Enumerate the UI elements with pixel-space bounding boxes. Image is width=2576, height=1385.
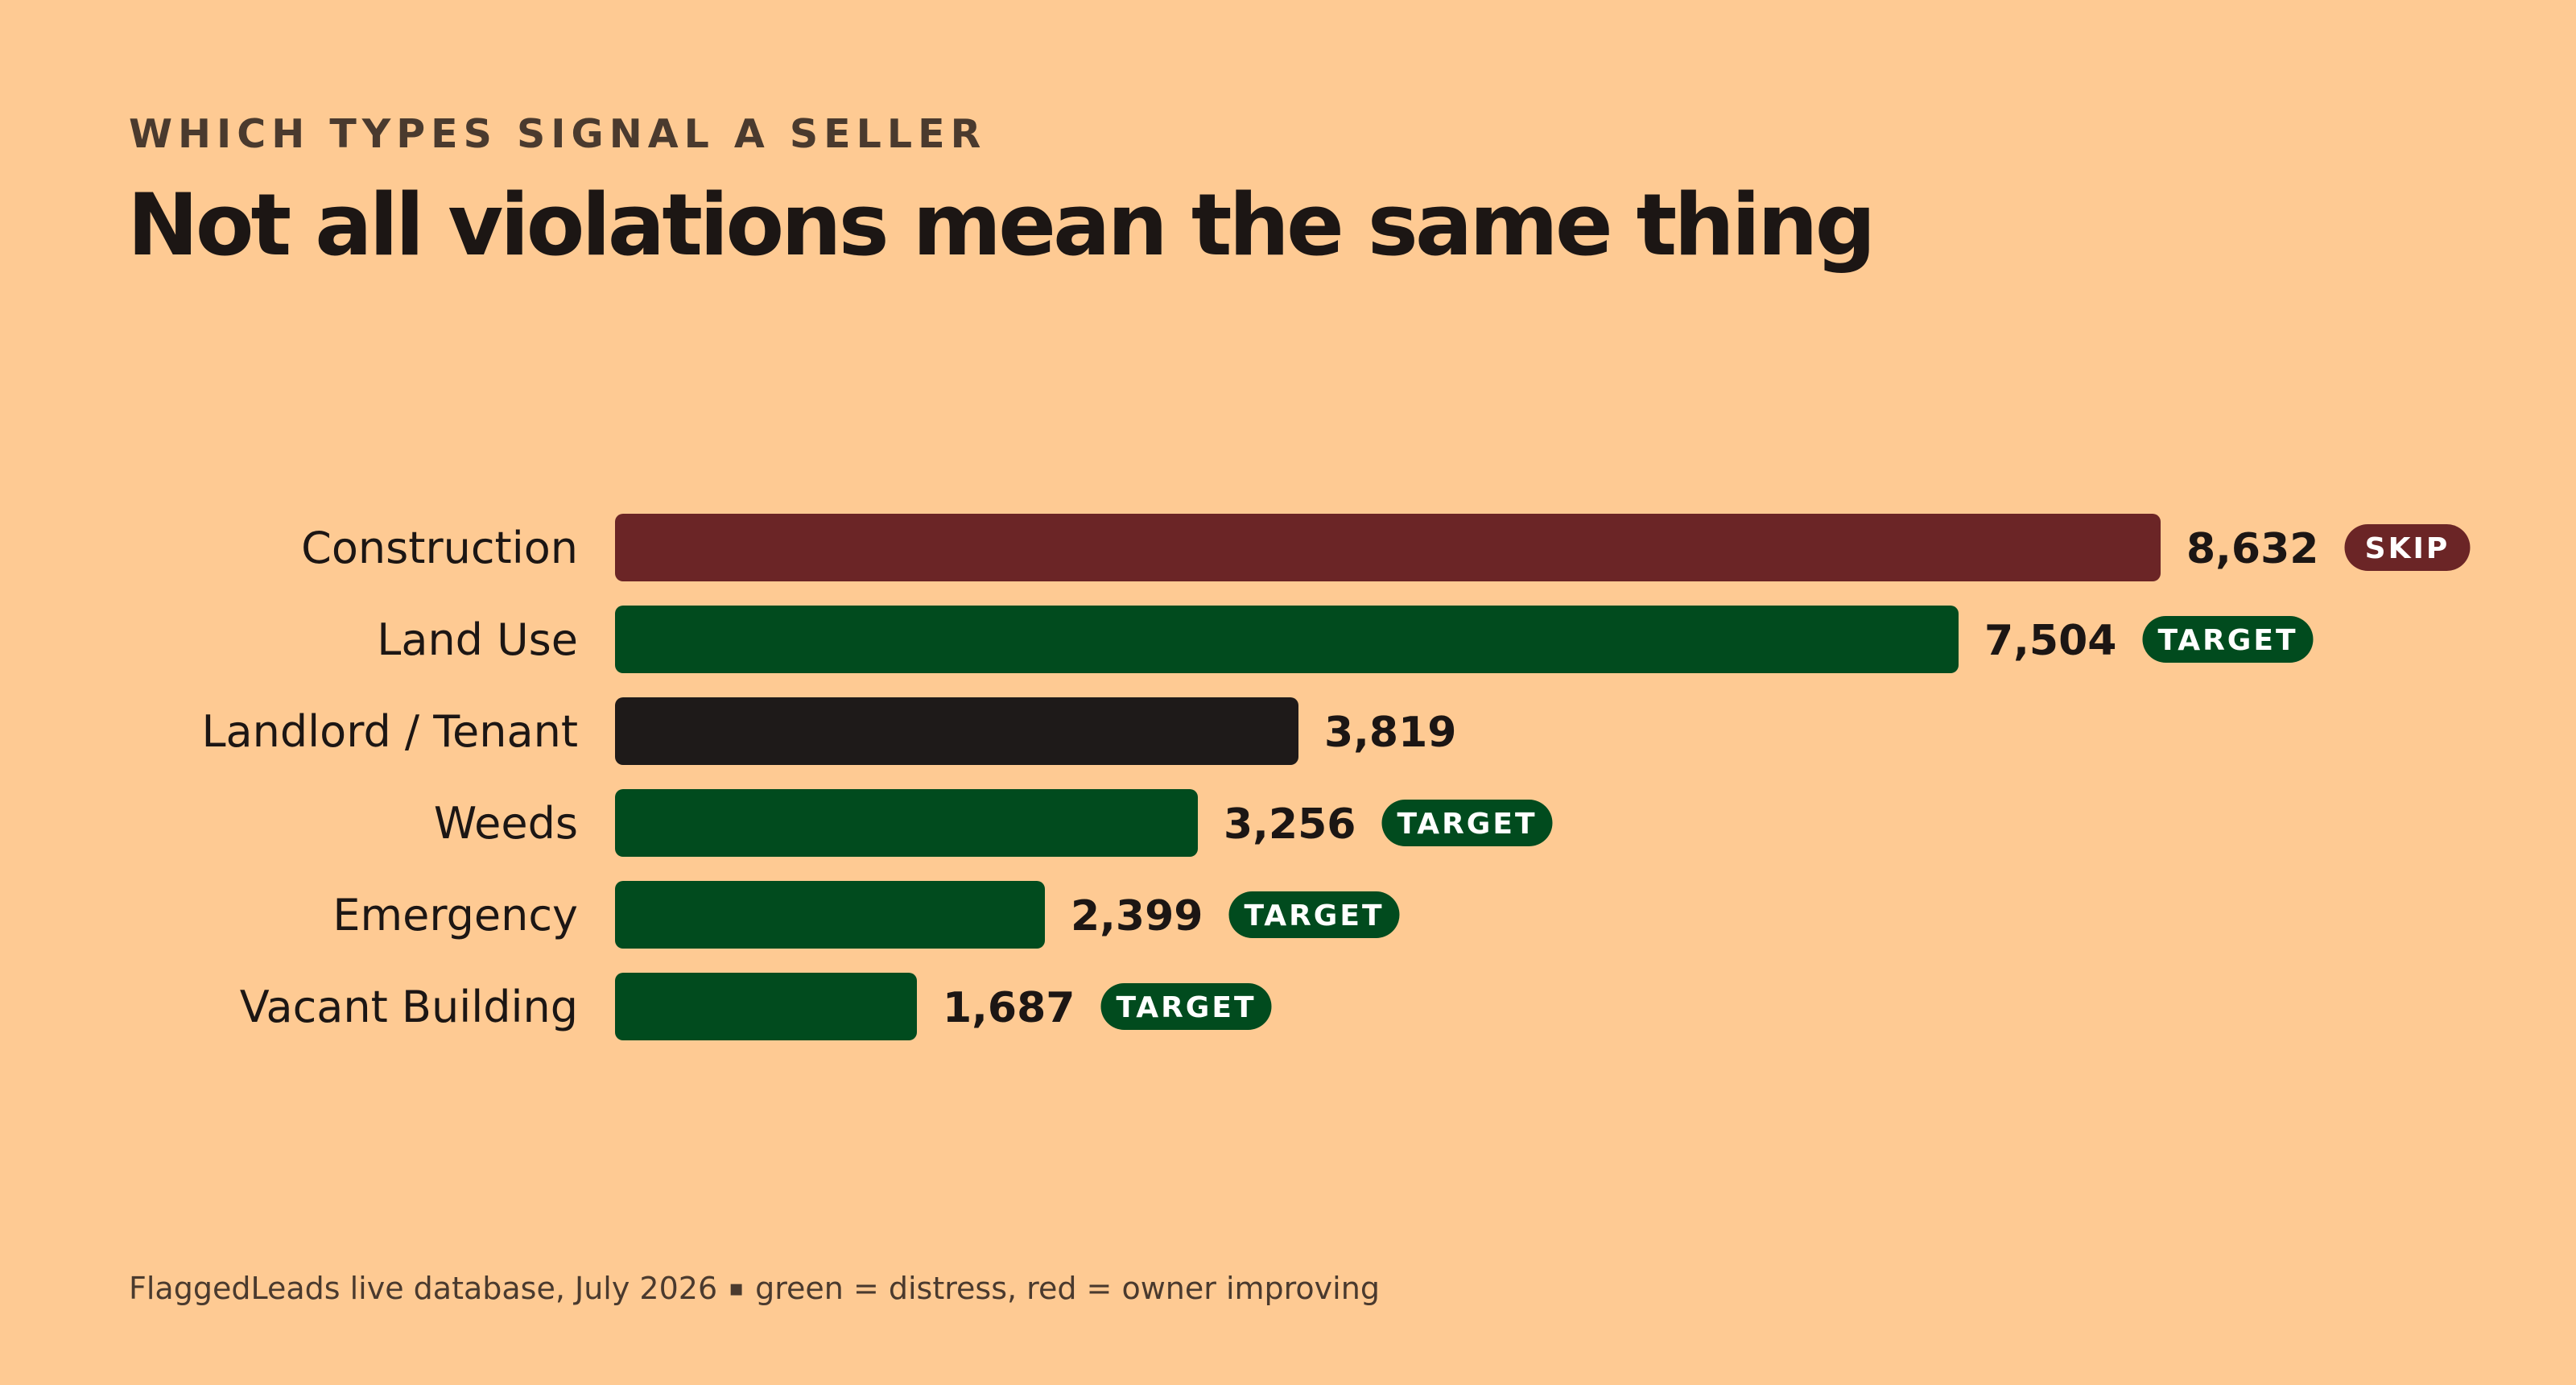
tag-pill-construction (2344, 524, 2471, 571)
tag-pill-land-use (2142, 616, 2314, 663)
bar-emergency (615, 881, 1045, 949)
value-label-emergency: 2,399 (1071, 892, 1203, 941)
chart-kicker: WHICH TYPES SIGNAL A SELLER (129, 111, 987, 157)
value-label-construction: 8,632 (2186, 525, 2318, 573)
chart-title: Not all violations mean the same thing (127, 176, 1876, 275)
category-label-landlord-tenant: Landlord / Tenant (201, 706, 578, 757)
tag-label-land-use: TARGET (2157, 624, 2297, 657)
tag-label-construction: SKIP (2365, 532, 2450, 565)
source-note: FlaggedLeads live database, July 2026 (129, 1271, 718, 1306)
bar-landlord-tenant (615, 697, 1298, 765)
color-key-note: green = distress, red = owner improving (755, 1271, 1380, 1306)
tag-label-emergency: TARGET (1244, 899, 1384, 932)
value-label-weeds: 3,256 (1224, 800, 1356, 849)
category-label-vacant-building: Vacant Building (240, 982, 578, 1032)
bar-weeds (615, 789, 1198, 857)
value-label-vacant-building: 1,687 (943, 984, 1075, 1032)
chart-footer: FlaggedLeads live database, July 2026 ▪ gr… (129, 1271, 1380, 1306)
bar-construction (615, 514, 2161, 581)
category-label-construction: Construction (301, 523, 578, 573)
tag-pill-emergency (1228, 891, 1400, 938)
category-label-weeds: Weeds (434, 798, 578, 849)
bar-chart: Construction 8,632 SKIP Land Use 7,504 TARGET… (201, 514, 2471, 1040)
bar-vacant-building (615, 973, 917, 1040)
value-label-land-use: 7,504 (1984, 617, 2116, 665)
footer-separator: ▪ (729, 1275, 745, 1301)
category-label-land-use: Land Use (377, 614, 578, 665)
tag-label-vacant-building: TARGET (1116, 991, 1256, 1024)
tag-pill-vacant-building (1100, 983, 1272, 1030)
tag-label-weeds: TARGET (1397, 808, 1537, 841)
value-label-landlord-tenant: 3,819 (1324, 709, 1456, 757)
bar-land-use (615, 606, 1959, 673)
category-label-emergency: Emergency (332, 890, 578, 941)
tag-pill-weeds (1381, 800, 1553, 846)
